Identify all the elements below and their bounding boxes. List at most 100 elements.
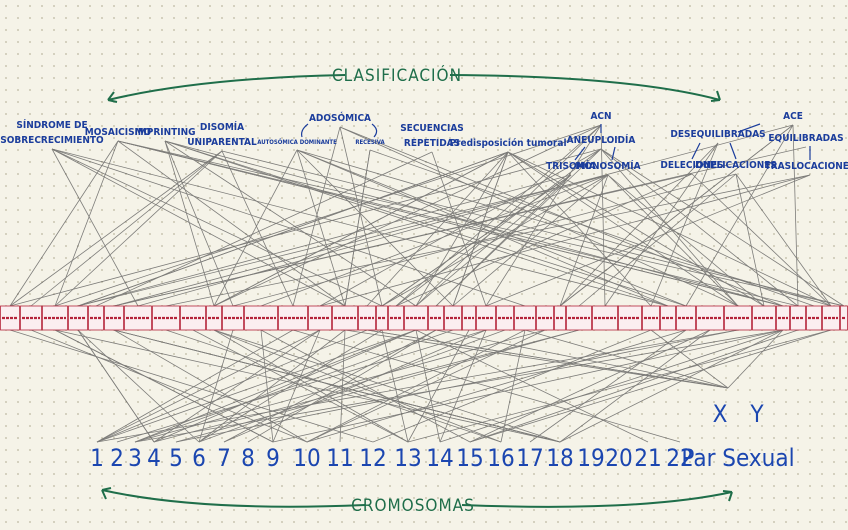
connection xyxy=(164,140,669,307)
connection xyxy=(198,329,346,443)
connection xyxy=(164,140,784,307)
labels: SÍNDROME DE SOBRECRECIMIENTOMOSAICISMOIMP… xyxy=(0,111,848,472)
connection xyxy=(366,329,729,389)
connection xyxy=(272,329,321,443)
connection xyxy=(727,329,784,389)
category-label: Predisposición tumoral xyxy=(449,137,566,149)
connection xyxy=(366,151,509,307)
connection xyxy=(296,149,346,307)
connection xyxy=(221,150,294,307)
connection xyxy=(164,140,215,307)
connection xyxy=(792,124,799,307)
arrow-left-bottom xyxy=(101,487,366,508)
category-label: TRASLOCACIONES xyxy=(765,161,848,172)
connection xyxy=(117,140,346,307)
connection xyxy=(344,149,371,307)
connection xyxy=(153,329,417,443)
connection xyxy=(735,173,832,307)
footer-title: CROMOSOMAS xyxy=(351,496,475,516)
arrow-right-top xyxy=(449,74,721,102)
chromosome-number: 14 xyxy=(426,444,453,472)
chromosome-number: 13 xyxy=(394,444,421,472)
connection xyxy=(165,174,811,307)
connection xyxy=(381,174,609,307)
sex-chromosome: Y xyxy=(749,400,764,428)
connection xyxy=(529,329,687,443)
connection xyxy=(9,140,119,307)
connection xyxy=(213,124,602,307)
connection xyxy=(395,124,602,307)
connection xyxy=(117,140,845,307)
connection xyxy=(153,329,580,443)
chromosome-number: 10 xyxy=(293,444,320,472)
connection xyxy=(113,146,807,307)
connection xyxy=(524,329,729,389)
syndrome-boxes xyxy=(0,305,848,331)
connection xyxy=(164,140,234,307)
chromosome-number: 9 xyxy=(266,444,280,472)
connection xyxy=(435,329,729,389)
connection xyxy=(113,329,308,443)
connection xyxy=(559,329,711,443)
connection xyxy=(260,329,471,443)
connection xyxy=(507,151,739,307)
connection xyxy=(735,173,765,307)
connection xyxy=(607,174,765,307)
connection xyxy=(213,151,509,307)
connection xyxy=(117,140,799,307)
chromosome-number: 17 xyxy=(516,444,543,472)
category-label: DESEQUILIBRADAS xyxy=(670,129,765,140)
connection xyxy=(306,329,687,443)
connection xyxy=(339,126,784,307)
connection xyxy=(469,329,832,443)
connection xyxy=(165,329,502,443)
connection xyxy=(296,149,669,307)
category-label: DISOMÍA xyxy=(200,120,244,133)
chromosome-number: 16 xyxy=(487,444,514,472)
category-label: SÍNDROME DE xyxy=(16,118,87,131)
category-label: ADOSÓMICA xyxy=(309,111,371,124)
category-label: AUTOSÓMICA DOMINANTE xyxy=(257,139,337,146)
connection xyxy=(9,150,223,307)
chromosome-number: 6 xyxy=(192,444,206,472)
connection xyxy=(559,124,794,307)
connection xyxy=(223,329,487,443)
connection xyxy=(691,173,832,307)
connection xyxy=(117,140,784,307)
connection xyxy=(559,174,609,307)
connection xyxy=(600,124,606,307)
category-label: IMPRINTING xyxy=(134,127,195,138)
branch-arrows xyxy=(301,123,811,161)
connection xyxy=(395,148,602,307)
connection xyxy=(213,329,561,443)
connection xyxy=(164,140,417,307)
connection xyxy=(134,329,784,443)
chromosome-number: 20 xyxy=(605,444,632,472)
connection xyxy=(435,174,572,307)
category-label: RECESIVA xyxy=(355,139,385,146)
connection xyxy=(54,140,119,307)
connection xyxy=(54,150,223,307)
connection xyxy=(96,329,321,443)
connection xyxy=(685,124,794,307)
connection xyxy=(260,329,274,443)
connection xyxy=(507,151,652,307)
connection xyxy=(51,148,346,307)
connection xyxy=(439,329,487,443)
connection xyxy=(500,329,526,443)
connection xyxy=(113,329,561,443)
connection xyxy=(54,124,602,307)
connection xyxy=(306,329,546,443)
connection xyxy=(96,329,294,443)
connection xyxy=(344,329,729,389)
connection xyxy=(600,148,845,307)
connection xyxy=(30,329,308,443)
connection xyxy=(213,329,409,443)
connection xyxy=(339,126,383,307)
chromosome-number: 7 xyxy=(217,444,231,472)
connection xyxy=(415,124,602,307)
connection xyxy=(9,329,374,443)
arrows xyxy=(101,74,733,508)
